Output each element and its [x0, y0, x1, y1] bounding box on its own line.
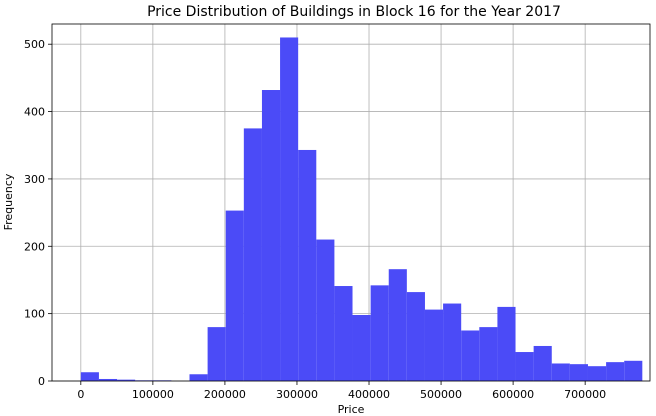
x-tick-label: 700000 [564, 388, 606, 401]
y-tick-label: 300 [24, 173, 45, 186]
x-tick-label: 500000 [420, 388, 462, 401]
x-axis-label: Price [338, 403, 365, 416]
histogram-bar [352, 314, 371, 381]
histogram-bar [189, 374, 208, 381]
histogram-bar [117, 379, 136, 381]
y-axis-label: Frequency [2, 173, 15, 230]
histogram-bar [80, 372, 99, 381]
histogram-bar [316, 239, 335, 381]
histogram-bar [370, 285, 389, 381]
histogram-bar [569, 364, 588, 381]
histogram-bar [406, 292, 425, 381]
chart-title: Price Distribution of Buildings in Block… [147, 4, 561, 20]
x-tick-label: 100000 [132, 388, 174, 401]
histogram-bar [388, 269, 407, 381]
x-tick-label: 0 [77, 388, 84, 401]
histogram-bar [497, 306, 516, 381]
histogram-bar [334, 286, 353, 381]
histogram-bar [98, 378, 118, 381]
histogram-bar [243, 128, 262, 381]
histogram-bar [280, 37, 299, 381]
x-tick-label: 400000 [348, 388, 390, 401]
histogram-bar [298, 149, 317, 381]
y-tick-label: 400 [24, 106, 45, 119]
histogram-bar [424, 309, 444, 381]
histogram-bar [606, 362, 625, 381]
histogram-bar [207, 327, 226, 381]
x-tick-label: 600000 [492, 388, 534, 401]
histogram-bar [479, 327, 498, 381]
histogram-bar [261, 90, 281, 381]
histogram-bar [551, 363, 570, 381]
y-tick-label: 100 [24, 308, 45, 321]
histogram-bar [461, 330, 480, 381]
histogram-bar [624, 360, 643, 381]
histogram-bar [515, 352, 534, 381]
y-tick-label: 200 [24, 240, 45, 253]
plot-frame [51, 23, 651, 382]
x-tick-label: 300000 [276, 388, 318, 401]
x-tick-label: 200000 [204, 388, 246, 401]
histogram-bar [443, 303, 462, 381]
histogram-bar [587, 366, 607, 381]
y-tick-label: 0 [38, 375, 45, 388]
histogram-bar [225, 210, 244, 381]
y-tick-label: 500 [24, 38, 45, 51]
histogram-bar [533, 345, 552, 381]
